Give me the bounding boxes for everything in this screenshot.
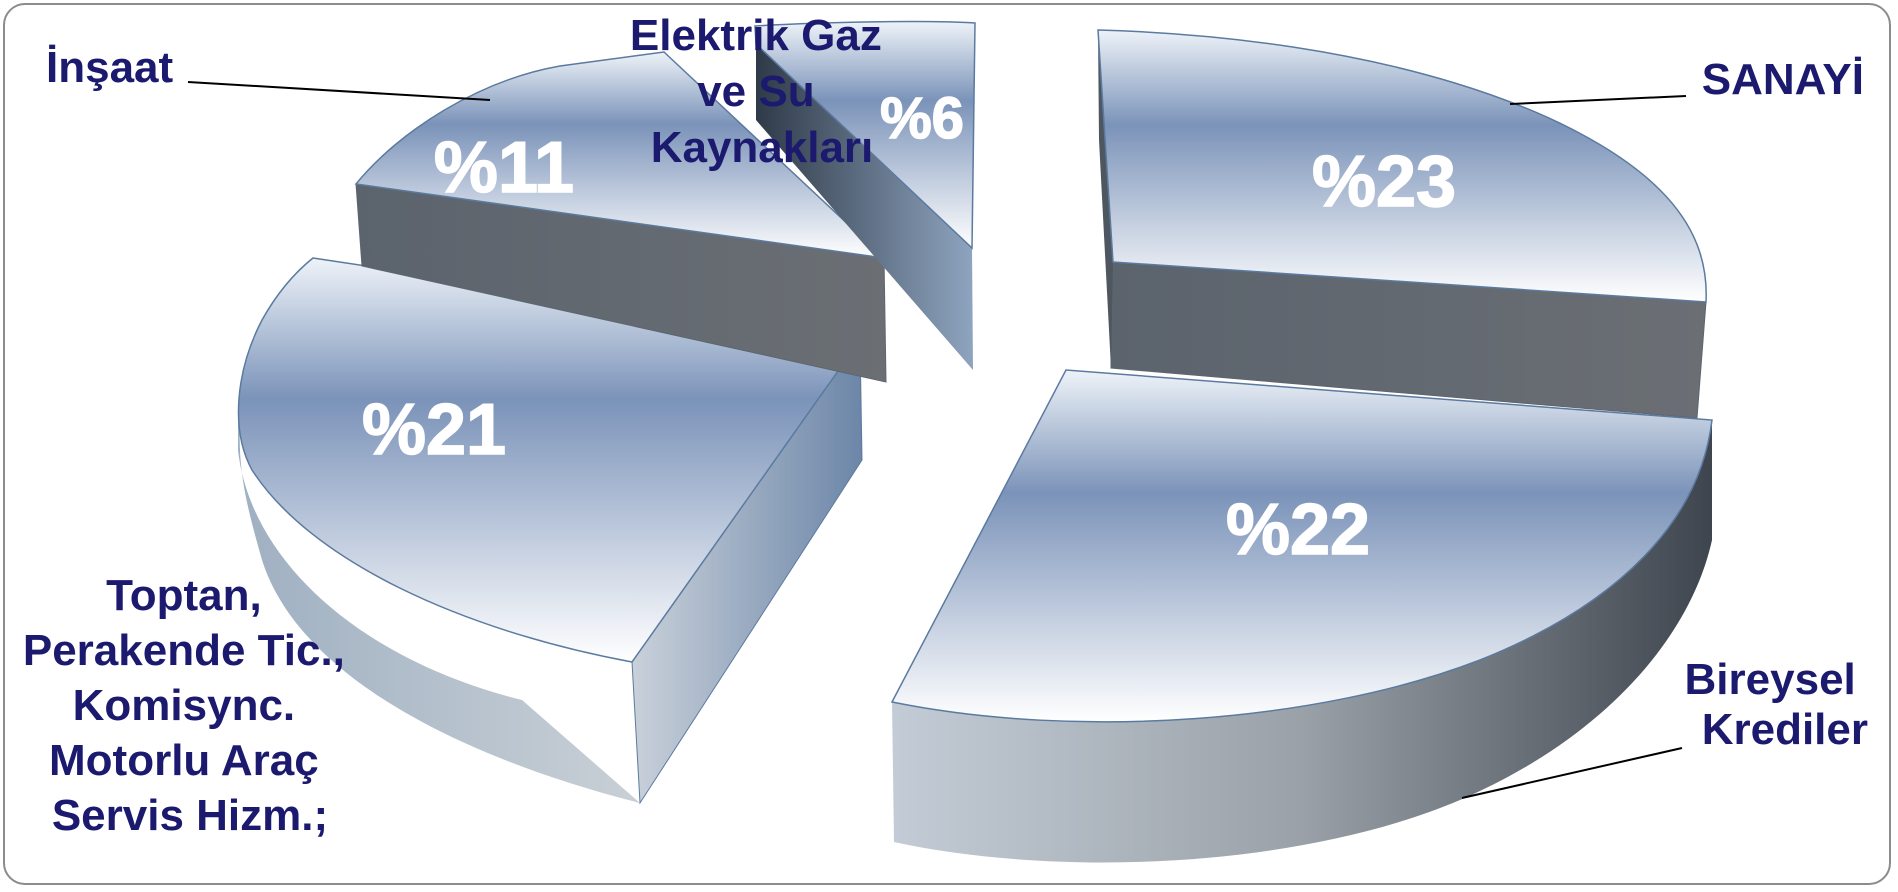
label-bireysel-krediler: Bireysel Krediler [1685,655,1868,754]
label-toptan-line-4: Motorlu Araç [49,736,319,785]
label-bireysel-line-2: Krediler [1702,705,1868,754]
label-elektrik-gaz-su: Elektrik Gaz ve Su Kaynakları [630,11,894,172]
slice-sanayi-top [1097,29,1707,303]
slice-bireysel-krediler [890,369,1713,863]
slice-elektrik-gaz-su [754,20,976,370]
slice-bireysel-outer-side [892,420,1712,863]
label-toptan-line-5: Servis Hizm.; [52,791,328,840]
leader-line-insaat [187,81,491,101]
label-toptan-line-1: Toptan, [106,571,262,620]
slice-insaat [354,51,887,383]
leader-line-sanayi [1509,95,1687,105]
label-bireysel-line-1: Bireysel [1685,655,1856,704]
value-label-sanayi: %23 [1312,142,1456,222]
value-label-toptan: %21 [362,390,506,470]
slice-toptan [237,257,863,805]
slice-elektrik-top [754,20,976,250]
label-toptan-line-2: Perakende Tic., [23,626,345,675]
label-toptan-line-3: Komisync. [73,681,296,730]
value-label-elektrik-gaz-su: %6 [880,86,964,151]
slice-toptan-top [237,257,862,663]
label-elektrik-line-3: Kaynakları [651,123,874,172]
label-insaat: İnşaat [46,43,174,92]
label-toptan: Toptan, Perakende Tic., Komisync. Motorl… [23,571,357,840]
label-insaat-line: İnşaat [46,43,174,92]
slice-elektrik-cut-face [756,44,973,370]
slice-sanayi [1097,29,1707,419]
value-label-insaat: %11 [434,128,574,208]
slice-bireysel-top [890,369,1713,723]
leader-line-bireysel [1461,747,1683,799]
label-sanayi-line: SANAYİ [1702,55,1864,104]
label-elektrik-line-2: ve Su [697,67,814,116]
label-sanayi: SANAYİ [1702,55,1864,104]
slice-sanayi-cut-face-left [1098,30,1113,368]
label-elektrik-line-1: Elektrik Gaz [630,11,882,60]
value-label-bireysel-krediler: %22 [1226,490,1370,570]
